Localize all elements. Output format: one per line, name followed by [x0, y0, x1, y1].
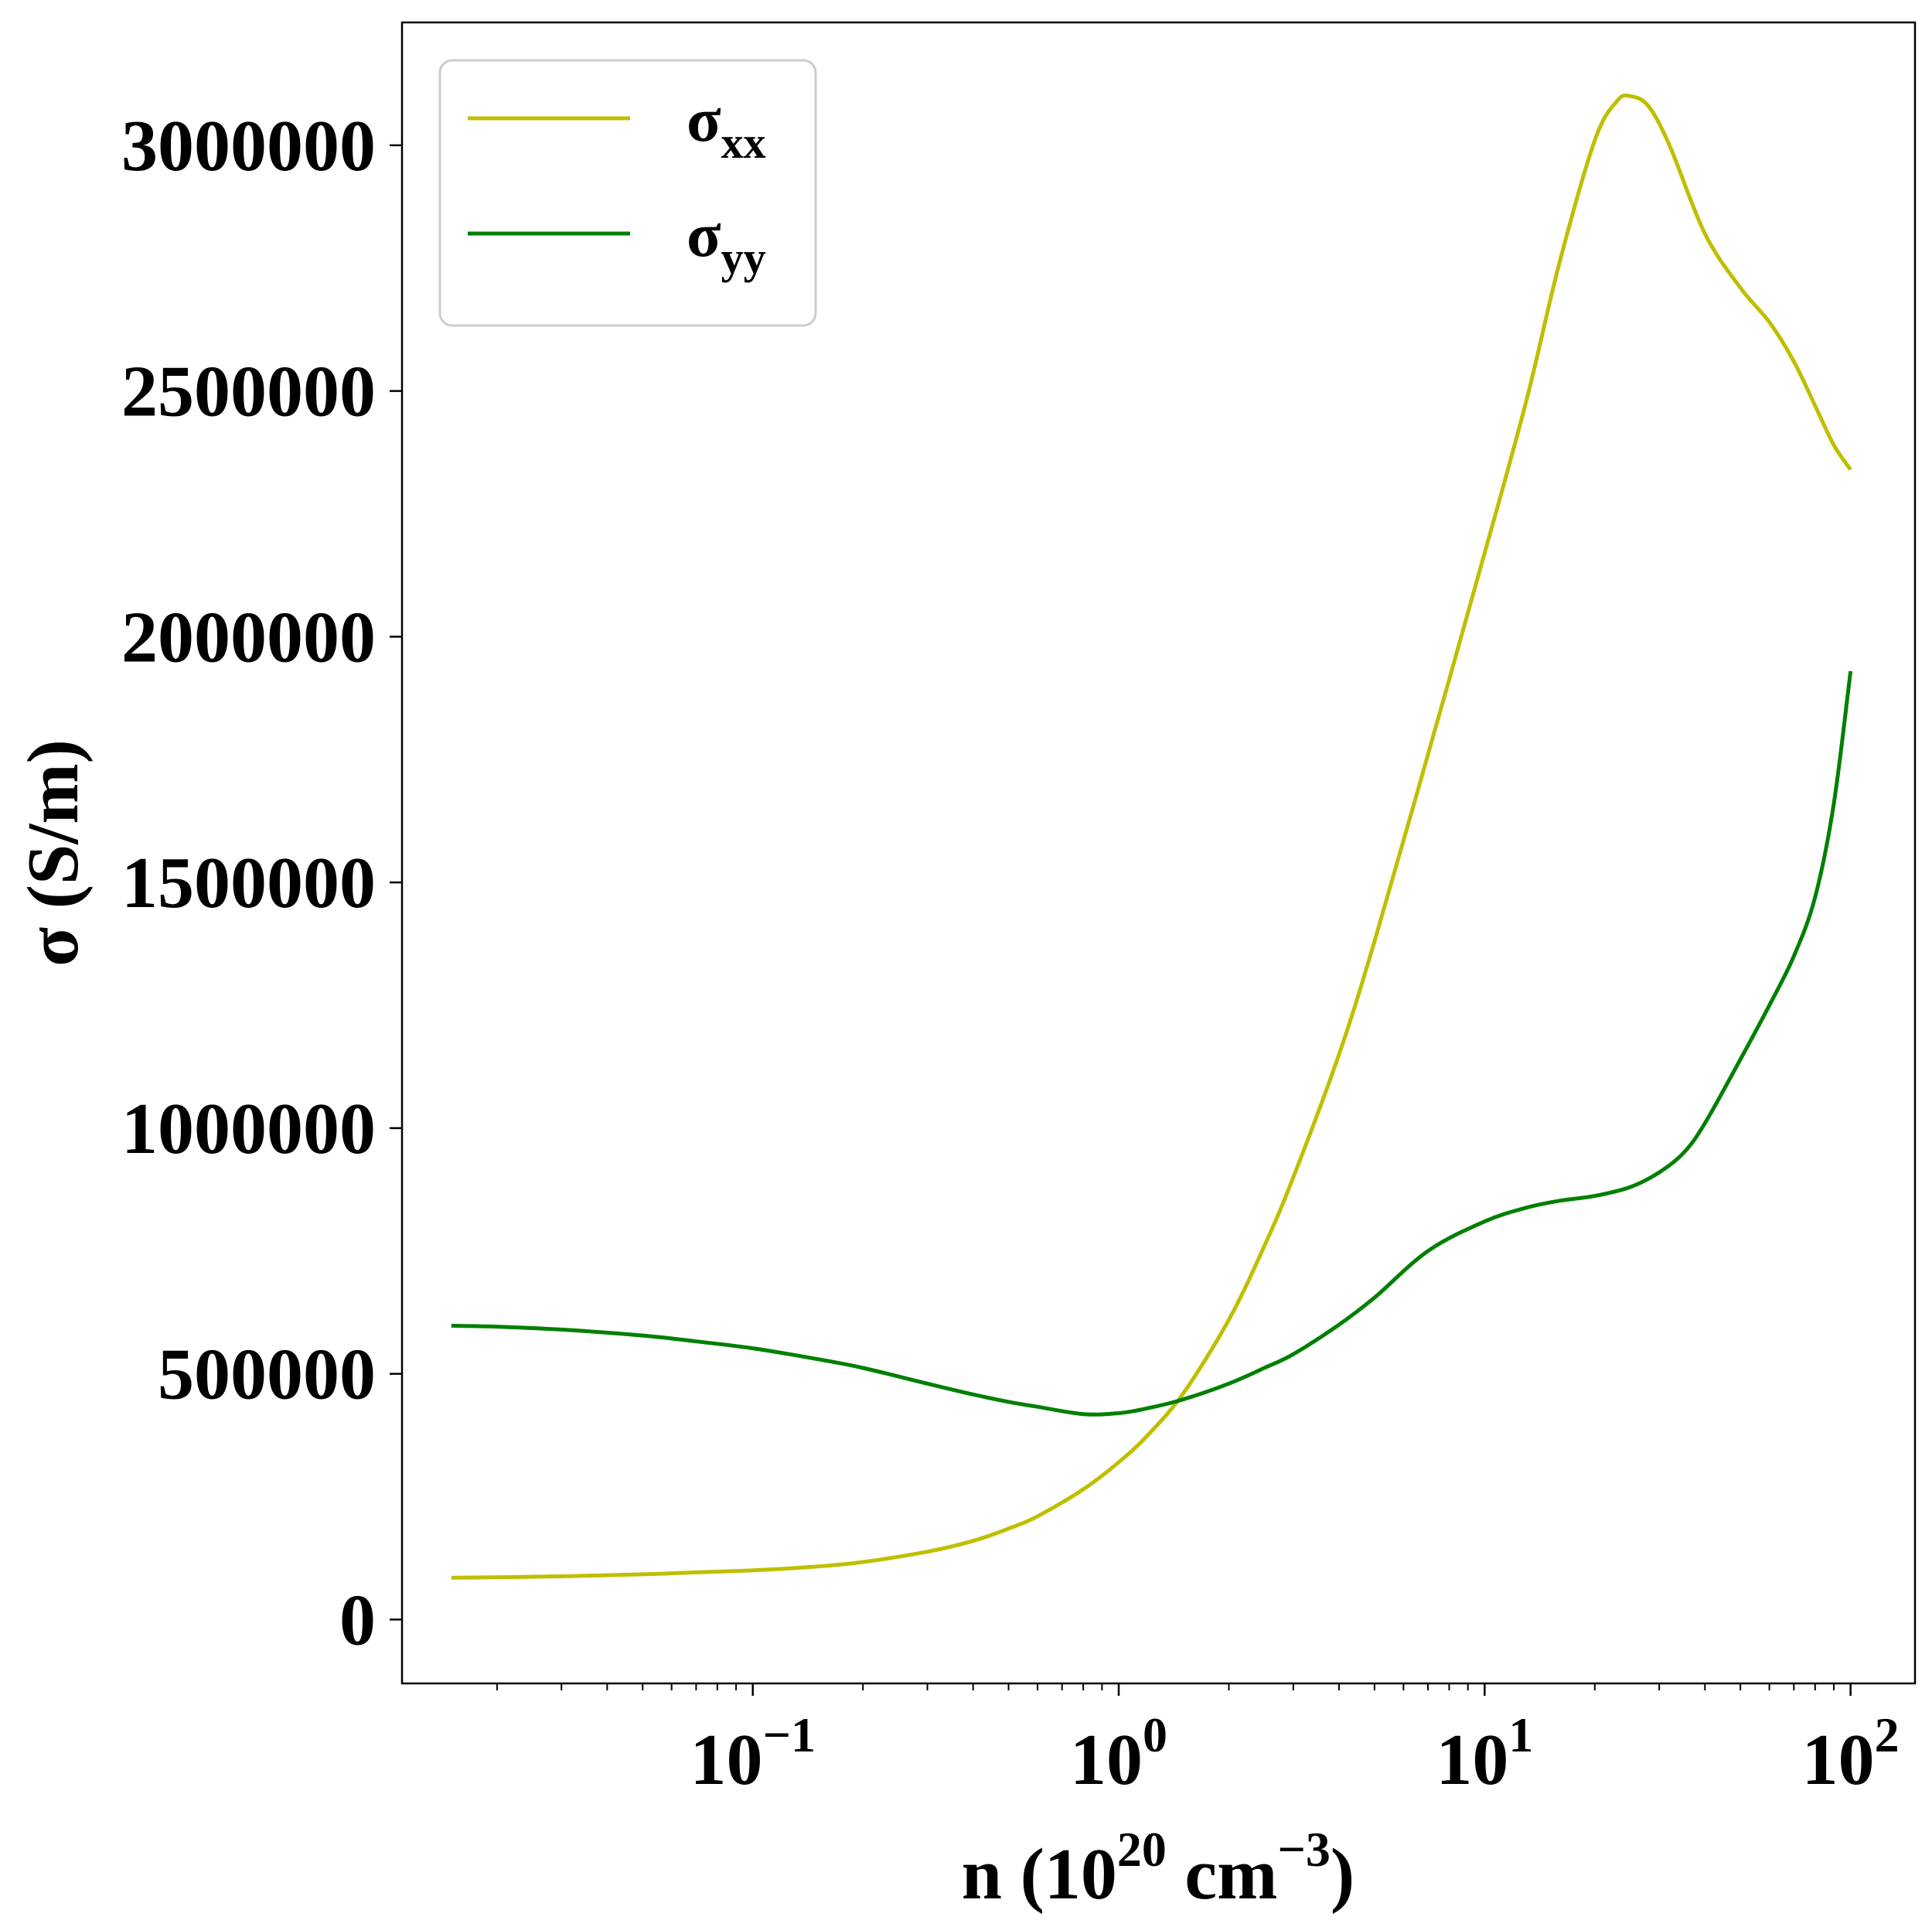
legend-label-sigma-xx: σxx	[687, 84, 766, 168]
series-layer	[451, 93, 1853, 1580]
x-axis-title-suffix: )	[1331, 1834, 1354, 1915]
series-line-xx	[451, 93, 1852, 1580]
x-tick-label-exponent: 2	[1875, 1707, 1900, 1762]
y-tick-label: 2500000	[121, 352, 376, 432]
y-tick-label: 500000	[158, 1335, 376, 1415]
legend: σxx σyy	[438, 59, 817, 327]
x-axis-title: n (1020 cm−3)	[962, 1822, 1354, 1915]
x-axis-title-mid: cm	[1167, 1834, 1278, 1915]
legend-label-sigma-xx-main: σ	[687, 84, 721, 155]
y-tick-label: 0	[339, 1580, 376, 1660]
x-axis-title-sup2: −3	[1277, 1822, 1330, 1877]
x-tick-label-base: 10	[1802, 1720, 1875, 1800]
y-tick-label: 1000000	[121, 1089, 376, 1169]
x-tick-label-base: 10	[690, 1720, 762, 1800]
x-axis-title-sup1: 20	[1117, 1822, 1167, 1877]
legend-label-sigma-xx-sub: xx	[721, 118, 766, 168]
x-tick-label-exponent: 1	[1508, 1707, 1533, 1762]
x-axis-title-prefix: n (10	[962, 1834, 1117, 1915]
x-tick-label-base: 10	[1070, 1720, 1143, 1800]
x-axis-ticks: 10−1 100 101 102	[496, 1683, 1900, 1800]
y-axis-title: σ (S/m)	[13, 739, 94, 967]
x-tick-label-base: 10	[1436, 1720, 1508, 1800]
x-tick-label-exponent: −1	[762, 1707, 815, 1762]
x-tick-label: 101	[1436, 1707, 1533, 1800]
x-tick-label: 10−1	[690, 1707, 815, 1800]
x-tick-label-exponent: 0	[1143, 1707, 1167, 1762]
legend-label-sigma-yy: σyy	[687, 200, 766, 283]
y-tick-label: 1500000	[121, 843, 376, 923]
plot-frame	[400, 21, 1917, 1685]
legend-box	[438, 59, 817, 327]
legend-label-sigma-yy-sub: yy	[721, 233, 766, 283]
x-tick-label: 102	[1802, 1707, 1900, 1800]
legend-label-sigma-yy-main: σ	[687, 200, 721, 270]
y-tick-label: 3000000	[121, 106, 376, 186]
series-line-yy	[451, 670, 1853, 1417]
y-axis-ticks: 0 500000 1000000 1500000 2000000 2500000 30000…	[121, 106, 402, 1660]
y-tick-label: 2000000	[121, 597, 376, 677]
x-tick-label: 100	[1070, 1707, 1167, 1800]
